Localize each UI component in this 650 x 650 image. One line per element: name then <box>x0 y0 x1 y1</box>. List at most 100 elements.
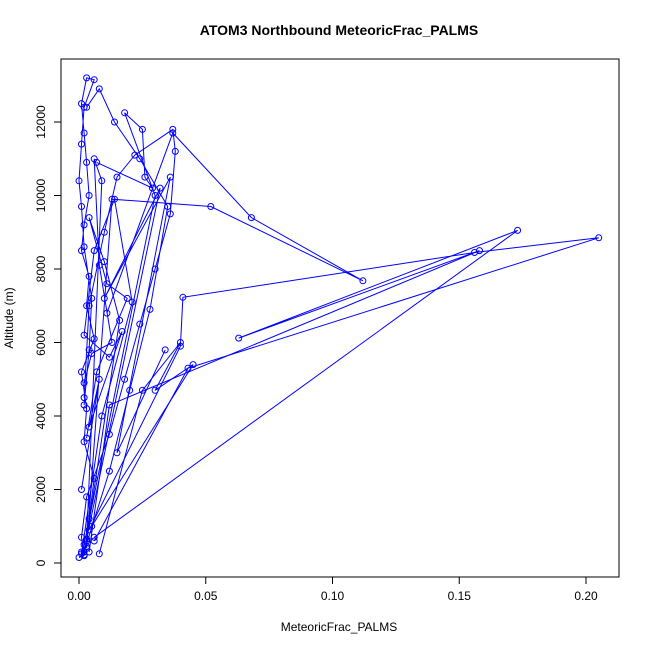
data-point <box>90 155 98 163</box>
data-point <box>98 177 106 185</box>
data-point <box>83 434 91 442</box>
data-point <box>80 243 88 251</box>
chart-title: ATOM3 Northbound MeteoricFrac_PALMS <box>200 22 478 38</box>
data-point <box>78 368 85 376</box>
y-tick-label: 12000 <box>34 105 48 139</box>
data-point <box>85 214 93 222</box>
data-point <box>476 247 483 255</box>
data-point <box>179 293 187 301</box>
data-point <box>85 548 93 556</box>
y-tick-label: 0 <box>34 559 48 566</box>
data-point <box>166 210 174 218</box>
data-point <box>100 258 108 266</box>
data-point <box>90 76 98 84</box>
data-point <box>111 195 118 203</box>
x-tick-label: 0.15 <box>448 589 472 603</box>
data-point <box>90 537 98 545</box>
series-line <box>91 342 194 554</box>
data-point <box>95 550 103 558</box>
y-tick-label: 6000 <box>34 329 48 356</box>
data-point <box>116 316 124 324</box>
series-group <box>75 74 603 561</box>
data-point <box>83 158 91 166</box>
data-point <box>207 203 215 210</box>
data-point <box>123 294 131 302</box>
data-point <box>176 339 184 346</box>
plot-frame <box>60 58 620 578</box>
x-tick-label: 0.05 <box>194 589 218 603</box>
data-point <box>118 328 126 335</box>
data-point <box>80 552 88 560</box>
data-point <box>595 234 603 242</box>
data-point <box>149 184 156 192</box>
data-point <box>156 184 164 192</box>
data-point <box>161 346 169 354</box>
data-point <box>80 221 88 229</box>
data-point <box>95 375 103 383</box>
data-point <box>171 147 179 155</box>
x-tick-label: 0.10 <box>321 589 345 603</box>
data-point <box>189 361 197 369</box>
x-tick-label: 0.00 <box>67 589 91 603</box>
data-point <box>247 214 255 222</box>
data-point <box>359 277 367 285</box>
data-point <box>138 125 146 133</box>
data-point <box>90 247 98 255</box>
y-tick-label: 2000 <box>34 476 48 503</box>
data-point <box>151 386 159 394</box>
data-point <box>78 486 85 493</box>
series-line <box>86 176 171 540</box>
data-point <box>85 302 93 310</box>
data-point <box>83 537 91 545</box>
data-point <box>141 173 149 181</box>
y-tick-label: 10000 <box>34 178 48 212</box>
series-line <box>88 237 599 542</box>
data-point <box>111 118 118 126</box>
x-tick-label: 0.20 <box>574 589 598 603</box>
series-line <box>78 77 95 558</box>
data-point <box>90 533 98 541</box>
data-point <box>169 129 177 137</box>
data-point <box>121 375 129 383</box>
data-point <box>103 280 111 288</box>
y-axis: 0 2000 4000 6000 8000 10000 12000 <box>34 105 62 566</box>
data-point <box>136 320 144 328</box>
data-point <box>80 394 88 402</box>
series-line <box>83 112 156 545</box>
data-point <box>95 85 103 93</box>
data-point <box>83 103 91 111</box>
data-point <box>88 350 96 357</box>
data-point <box>235 334 243 342</box>
y-axis-label: Altitude (m) <box>2 287 16 348</box>
data-point <box>80 379 88 387</box>
data-point <box>514 226 522 234</box>
data-point <box>90 335 98 343</box>
data-point <box>108 339 116 346</box>
data-point <box>75 177 83 185</box>
series-line <box>83 87 169 553</box>
data-point <box>78 140 85 148</box>
data-point <box>95 261 103 269</box>
data-point <box>146 305 154 313</box>
data-point <box>113 449 121 457</box>
series-line <box>83 158 113 542</box>
data-point <box>121 109 129 117</box>
data-point <box>105 353 113 361</box>
series-line <box>83 217 128 556</box>
data-point <box>166 173 174 181</box>
data-point <box>85 272 93 280</box>
data-point <box>113 173 121 181</box>
data-point <box>138 386 146 394</box>
x-axis-label: MeteoricFrac_PALMS <box>281 620 397 634</box>
data-point <box>136 155 144 163</box>
data-point <box>78 203 85 210</box>
data-point <box>80 129 88 137</box>
data-point <box>105 467 113 475</box>
series-line <box>88 229 518 553</box>
data-point <box>128 298 136 306</box>
y-tick-label: 8000 <box>34 255 48 282</box>
data-point <box>85 192 93 199</box>
data-point <box>80 331 88 339</box>
data-point <box>80 401 88 409</box>
